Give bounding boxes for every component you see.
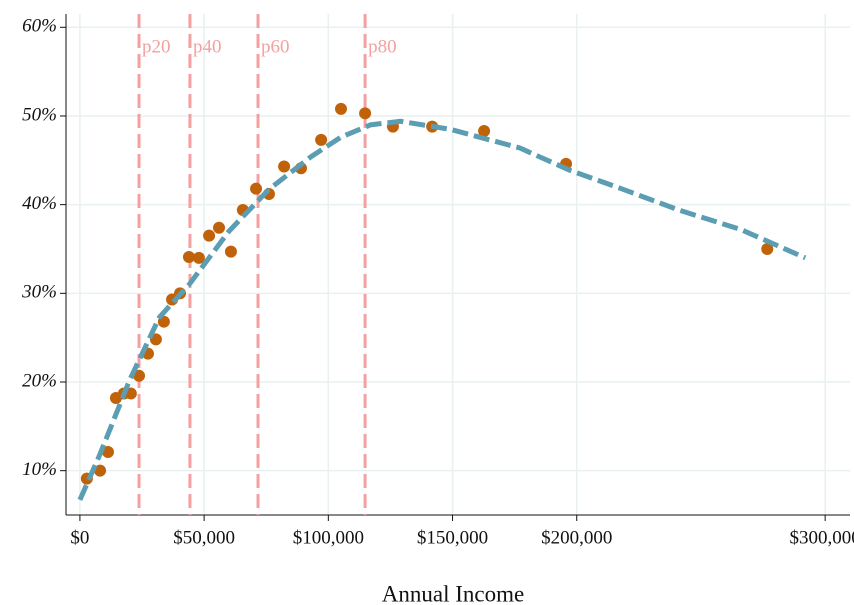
y-tick-label: 40% [22, 193, 57, 214]
point [278, 160, 291, 173]
point [359, 107, 372, 120]
x-tick-label: $50,000 [173, 527, 235, 548]
percentile-label: p20 [142, 36, 171, 57]
percentile-label: p60 [261, 36, 290, 57]
x-axis-label: Annual Income [382, 581, 524, 605]
point [182, 250, 195, 263]
point [224, 245, 237, 258]
point [761, 242, 774, 255]
x-tick-label: $100,000 [293, 527, 364, 548]
fit-line [77, 118, 807, 501]
point [315, 133, 328, 146]
point [213, 221, 226, 234]
y-tick-label: 20% [22, 370, 57, 391]
y-tick-label: 10% [22, 459, 57, 480]
y-tick-label: 60% [22, 16, 57, 37]
percentile-label: p40 [193, 36, 222, 57]
y-tick-label: 50% [22, 104, 57, 125]
x-tick-label: $200,000 [541, 527, 612, 548]
point [133, 369, 146, 382]
point [478, 125, 491, 138]
point [94, 464, 107, 477]
point [203, 229, 216, 242]
x-tick-label: $150,000 [417, 527, 488, 548]
percentile-label: p80 [368, 36, 397, 57]
point [101, 446, 114, 459]
x-tick-label: $0 [70, 527, 89, 548]
y-tick-label: 30% [21, 282, 57, 303]
point [192, 251, 205, 264]
point [334, 102, 347, 115]
point [250, 182, 263, 195]
x-tick-label: $300,000 [790, 527, 854, 548]
